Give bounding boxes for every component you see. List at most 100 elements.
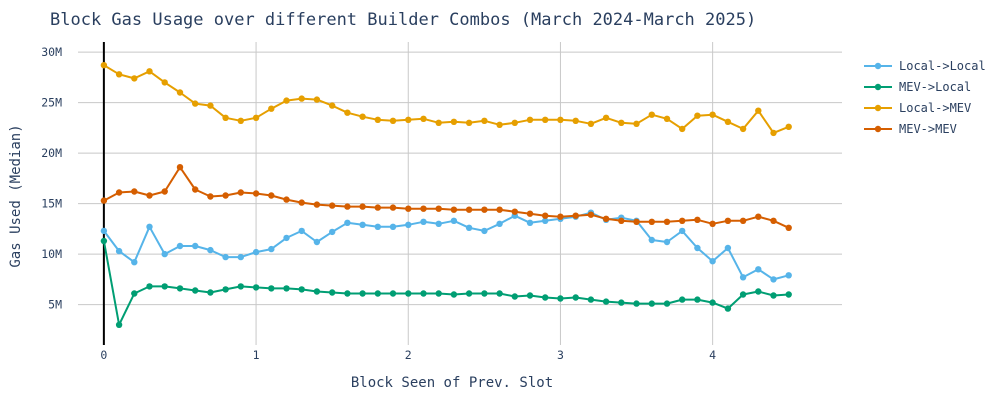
data-point-mev-local bbox=[405, 290, 412, 297]
data-point-mev-local bbox=[648, 300, 655, 307]
data-point-local-mev bbox=[192, 100, 199, 107]
data-point-mev-local bbox=[770, 292, 777, 299]
legend-label: Local->MEV bbox=[899, 101, 971, 115]
data-point-mev-local bbox=[100, 237, 108, 245]
data-point-mev-mev bbox=[709, 220, 716, 227]
data-point-local-local bbox=[481, 227, 488, 235]
data-point-local-local bbox=[663, 238, 671, 246]
data-point-mev-local bbox=[329, 289, 336, 296]
data-point-mev-mev bbox=[237, 189, 244, 196]
chart-title: Block Gas Usage over different Builder C… bbox=[50, 10, 756, 30]
series-line-mev-local bbox=[102, 240, 789, 326]
data-point-mev-local bbox=[542, 294, 549, 301]
data-point-mev-local bbox=[724, 305, 732, 312]
data-point-local-local bbox=[496, 220, 503, 227]
data-point-mev-local bbox=[252, 284, 260, 291]
y-tick-label: 25M bbox=[41, 96, 62, 110]
data-point-mev-mev bbox=[100, 197, 108, 204]
data-point-mev-local bbox=[176, 285, 184, 292]
data-point-mev-mev bbox=[374, 204, 381, 211]
series-mev-mev bbox=[100, 164, 792, 231]
data-point-local-local bbox=[405, 221, 412, 228]
data-point-mev-local bbox=[222, 286, 229, 293]
data-point-local-local bbox=[192, 242, 199, 250]
data-point-mev-mev bbox=[298, 199, 305, 206]
data-point-mev-mev bbox=[633, 218, 640, 225]
data-point-mev-mev bbox=[252, 190, 260, 197]
x-tick-label: 3 bbox=[557, 348, 564, 362]
legend-swatch-marker bbox=[874, 62, 882, 70]
data-point-local-mev bbox=[633, 120, 640, 128]
data-point-mev-mev bbox=[542, 212, 549, 219]
data-point-local-mev bbox=[237, 117, 244, 125]
data-point-local-mev bbox=[344, 109, 351, 116]
data-point-local-local bbox=[176, 242, 184, 250]
data-point-mev-local bbox=[192, 287, 199, 294]
series-line-local-mev bbox=[103, 64, 790, 134]
legend-label: Local->Local bbox=[899, 59, 986, 73]
data-point-mev-mev bbox=[405, 205, 412, 212]
data-point-mev-local bbox=[146, 283, 153, 290]
data-point-mev-local bbox=[755, 288, 762, 295]
y-axis-title: Gas Used (Median) bbox=[8, 124, 24, 267]
data-point-mev-mev bbox=[192, 186, 199, 193]
data-point-local-local bbox=[359, 221, 366, 228]
data-point-mev-mev bbox=[268, 192, 275, 199]
data-point-local-mev bbox=[572, 117, 579, 125]
data-point-local-mev bbox=[131, 75, 138, 82]
data-point-mev-mev bbox=[557, 213, 564, 220]
data-point-local-local bbox=[785, 272, 792, 279]
legend-item-mev-local: MEV->Local bbox=[864, 80, 971, 94]
data-point-local-local bbox=[526, 219, 534, 226]
data-point-mev-mev bbox=[420, 205, 427, 212]
data-point-mev-mev bbox=[176, 164, 184, 171]
data-point-mev-mev bbox=[755, 213, 762, 220]
y-axis-ticks: 5M 10M 15M 20M 25M 30M bbox=[41, 45, 62, 312]
data-point-mev-mev bbox=[679, 217, 686, 224]
data-point-mev-mev bbox=[313, 201, 321, 208]
data-point-local-mev bbox=[694, 112, 701, 119]
data-point-mev-local bbox=[435, 290, 442, 297]
legend-swatch-marker bbox=[874, 83, 882, 91]
data-point-local-mev bbox=[100, 61, 108, 69]
y-tick-label: 10M bbox=[41, 247, 62, 261]
data-point-local-local bbox=[450, 217, 458, 224]
data-point-local-mev bbox=[389, 117, 397, 125]
data-point-mev-local bbox=[313, 288, 321, 295]
data-point-local-local bbox=[161, 250, 168, 258]
data-point-mev-local bbox=[511, 293, 518, 300]
data-point-local-mev bbox=[526, 116, 534, 124]
data-point-mev-local bbox=[618, 299, 625, 306]
data-point-mev-mev bbox=[739, 217, 747, 224]
data-point-local-mev bbox=[618, 119, 625, 127]
y-tick-label: 20M bbox=[41, 146, 62, 160]
data-point-local-mev bbox=[268, 105, 275, 112]
x-tick-label: 1 bbox=[253, 348, 260, 362]
data-point-mev-local bbox=[602, 298, 610, 305]
data-point-local-mev bbox=[283, 97, 290, 104]
series-layer bbox=[100, 61, 792, 328]
data-point-mev-mev bbox=[785, 224, 792, 231]
data-point-mev-local bbox=[587, 296, 595, 303]
data-point-mev-mev bbox=[115, 189, 123, 196]
data-point-local-local bbox=[329, 228, 336, 236]
data-point-mev-local bbox=[694, 296, 701, 303]
data-point-local-local bbox=[344, 219, 351, 226]
data-point-mev-local bbox=[268, 285, 275, 292]
y-tick-label: 30M bbox=[41, 45, 62, 59]
data-point-local-local bbox=[724, 244, 732, 252]
data-point-local-mev bbox=[359, 113, 366, 120]
data-point-mev-local bbox=[739, 291, 747, 298]
data-point-mev-mev bbox=[663, 218, 671, 225]
legend-item-local-local: Local->Local bbox=[864, 59, 986, 73]
data-point-mev-mev bbox=[283, 196, 290, 203]
x-tick-label: 2 bbox=[405, 348, 412, 362]
data-point-local-local bbox=[222, 253, 229, 261]
data-point-mev-mev bbox=[131, 188, 138, 195]
data-point-local-mev bbox=[252, 114, 260, 122]
data-point-mev-mev bbox=[572, 212, 579, 219]
y-tick-label: 5M bbox=[48, 298, 62, 312]
data-point-local-mev bbox=[298, 95, 305, 102]
data-point-local-mev bbox=[329, 102, 336, 109]
data-point-mev-mev bbox=[618, 217, 625, 224]
